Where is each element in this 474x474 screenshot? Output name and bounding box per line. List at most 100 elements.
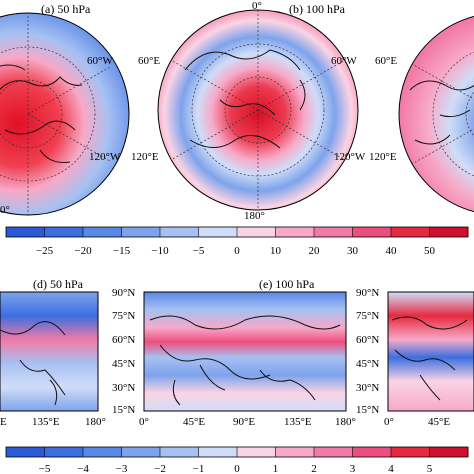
lon-label-d-135e: 135°E <box>32 416 60 428</box>
lon-label-f-45e: 45°E <box>428 416 450 428</box>
colorbar-swatch <box>6 227 45 237</box>
colorbar-swatch <box>275 227 315 237</box>
colorbar-swatch <box>44 447 84 457</box>
colorbar-swatch <box>6 447 45 457</box>
colorbar-swatch <box>83 447 122 457</box>
colorbar-tick-label: 3 <box>350 463 356 474</box>
colorbar-swatch <box>237 227 276 237</box>
panel-label-d: (d) 50 hPa <box>33 277 84 291</box>
colorbar-tick-label: 2 <box>311 463 317 474</box>
colorbar-swatch <box>352 227 392 237</box>
colorbar-swatch <box>198 227 238 237</box>
lat-label-f-45n: 45°N <box>356 358 379 370</box>
colorbar-swatch <box>275 447 315 457</box>
map-panel-f: 90°N 75°N 60°N 45°N 30°N 15°N 0° 45°E <box>356 287 474 428</box>
colorbar-tick-label: 4 <box>388 463 394 474</box>
colorbar-swatch <box>121 227 161 237</box>
colorbar-swatch <box>391 227 430 237</box>
lat-label-e-30n: 30°N <box>112 382 135 394</box>
lon-label-b-60e: 60°E <box>138 55 160 67</box>
coastlines-e <box>149 315 341 406</box>
polar-field-c <box>399 16 474 212</box>
coastlines-c <box>409 80 474 145</box>
colorbar-swatch <box>44 227 84 237</box>
colorbar-swatch <box>121 447 161 457</box>
polar-rim-c <box>398 15 474 213</box>
lon-label-a-0: 0° <box>0 204 10 216</box>
colorbar-swatch <box>429 447 469 457</box>
lat-label-f-15n: 15°N <box>356 404 379 416</box>
lon-label-e-135e: 135°E <box>284 416 312 428</box>
colorbar-tick-label: −25 <box>36 245 54 257</box>
colorbar-swatch <box>160 227 199 237</box>
colorbar-tick-label: −20 <box>74 245 92 257</box>
colorbar-tick-label: 5 <box>427 463 433 474</box>
polar-graticule-b <box>170 10 346 210</box>
lat-label-f-90n: 90°N <box>356 287 379 299</box>
colorbar-tick-label: −15 <box>113 245 131 257</box>
colorbar-tick-label: −10 <box>151 245 169 257</box>
lat-label-e-60n: 60°N <box>112 334 135 346</box>
colorbar-swatch <box>314 447 353 457</box>
colorbar-swatch <box>160 447 199 457</box>
map-panel-d: (d) 50 hPa E 135°E 180° <box>0 277 106 428</box>
lon-label-b-0: 0° <box>252 0 262 12</box>
polar-panel-c: 60°E 120°E <box>369 15 474 213</box>
lon-label-b-120e: 120°E <box>131 151 159 163</box>
colorbar-tick-label: −1 <box>193 463 205 474</box>
colorbar-swatch <box>83 227 122 237</box>
lon-label-e-45e: 45°E <box>183 416 205 428</box>
lon-label-f-0: 0° <box>384 416 394 428</box>
lon-label-d-0: E <box>0 416 7 428</box>
colorbar-tick-label: 20 <box>309 245 321 257</box>
coastlines-f <box>391 316 468 401</box>
lon-label-c-120e: 120°E <box>369 151 397 163</box>
colorbar-tick-label: −3 <box>116 463 128 474</box>
lat-label-e-75n: 75°N <box>112 310 135 322</box>
colorbar-tick-label: −4 <box>77 463 89 474</box>
map-frame-e <box>143 291 347 412</box>
lon-label-a-60w: 60°W <box>87 55 113 67</box>
colorbar-tick-label: 0 <box>234 245 240 257</box>
lat-label-f-30n: 30°N <box>356 382 379 394</box>
lon-label-c-60e: 60°E <box>375 55 397 67</box>
colorbar-swatch <box>314 227 353 237</box>
colorbar-swatch <box>352 447 392 457</box>
lon-label-d-180: 180° <box>85 416 106 428</box>
colorbar-swatch <box>237 447 276 457</box>
panel-label-b: (b) 100 hPa <box>289 2 346 16</box>
lon-label-b-60w: 60°W <box>331 55 357 67</box>
map-frame-f <box>387 291 474 412</box>
colorbar-swatch <box>429 227 469 237</box>
colorbar-tick-label: 1 <box>273 463 279 474</box>
polar-panel-b: 0° (b) 100 hPa 60°W 60°E 120°W 120°E 180… <box>131 0 366 222</box>
lon-label-e-90e: 90°E <box>233 416 255 428</box>
colorbar-tick-label: −2 <box>154 463 166 474</box>
coastlines-d <box>0 321 66 406</box>
polar-graticule-c <box>411 46 474 182</box>
colorbar-tick-label: 40 <box>386 245 398 257</box>
map-field-f <box>388 292 474 411</box>
map-field-e <box>144 292 346 411</box>
colorbar-swatch <box>391 447 430 457</box>
colorbar-tick-label: 30 <box>347 245 359 257</box>
panel-label-e: (e) 100 hPa <box>259 277 315 291</box>
colorbar-tick-label: −5 <box>193 245 205 257</box>
colorbar-tick-label: 10 <box>270 245 282 257</box>
panel-label-a: (a) 50 hPa <box>41 2 91 16</box>
coastlines-b <box>184 49 306 149</box>
lon-label-b-180: 180° <box>244 210 265 222</box>
lat-label-e-15n: 15°N <box>112 404 135 416</box>
map-panel-e: (e) 100 hPa 90°N 75°N 60°N 45°N 30°N 15°… <box>112 277 356 428</box>
map-field-d <box>0 292 98 411</box>
polar-panel-a: (a) 50 hPa 60°W 120°W 0° <box>0 2 130 216</box>
lat-label-f-75n: 75°N <box>356 310 379 322</box>
lon-label-e-180: 180° <box>335 416 356 428</box>
colorbar-swatch <box>198 447 238 457</box>
colorbar-tick-label: 50 <box>424 245 436 257</box>
lat-label-e-45n: 45°N <box>112 358 135 370</box>
polar-graticule-a <box>0 13 111 215</box>
lon-label-a-120w: 120°W <box>89 151 121 163</box>
colorbar-tick-label: 0 <box>234 463 240 474</box>
